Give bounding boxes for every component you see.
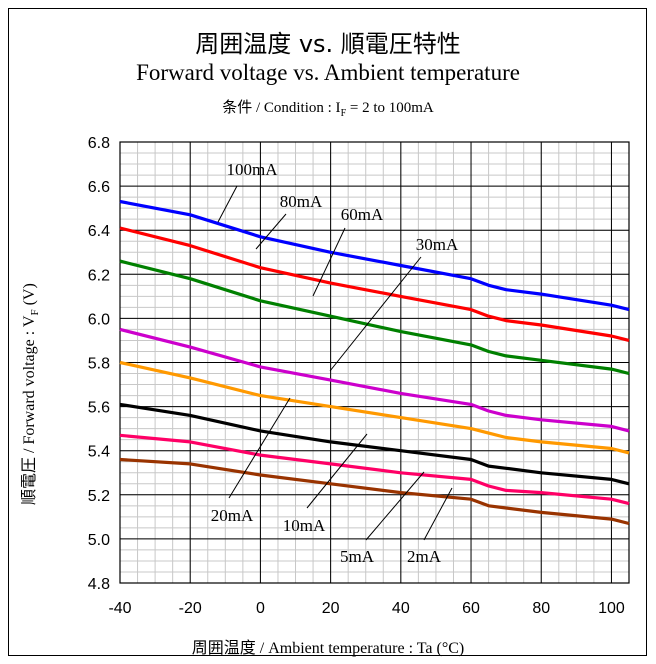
series-label-60mA: 60mA [341, 205, 384, 224]
leader-line-20mA [228, 397, 291, 499]
series-label-2mA: 2mA [407, 547, 442, 566]
condition-suffix: = 2 to 100mA [346, 100, 434, 116]
leader-line-100mA [217, 185, 238, 223]
x-tick-label: 100 [598, 600, 625, 617]
y-tick-label: 6.0 [88, 311, 110, 328]
series-line-80mA [119, 226, 630, 342]
y-tick-label: 5.6 [88, 400, 110, 417]
y-tick-label: 6.2 [88, 267, 110, 284]
x-tick-label: -20 [179, 600, 202, 617]
y-tick-label: 5.4 [88, 444, 110, 461]
condition-prefix: 条件 / Condition : I [222, 100, 341, 116]
y-tick-label: 6.4 [88, 223, 110, 240]
chart-frame [8, 8, 647, 656]
chart-condition: 条件 / Condition : IF = 2 to 100mA [0, 96, 656, 119]
series-line-20mA [119, 360, 630, 455]
series-label-5mA: 5mA [340, 547, 375, 566]
series-label-80mA: 80mA [280, 192, 323, 211]
leader-line-2mA [423, 487, 453, 541]
leader-line-5mA [365, 471, 425, 541]
x-axis-label: 周囲温度 / Ambient temperature : Ta (°C) [191, 640, 465, 657]
chart-subtitle: Forward voltage vs. Ambient temperature [136, 60, 520, 85]
leader-line-60mA [312, 227, 346, 297]
x-tick-label: 0 [256, 600, 265, 617]
y-tick-label: 6.6 [88, 179, 110, 196]
series-label-100mA: 100mA [227, 160, 279, 179]
y-tick-label: 4.8 [88, 576, 110, 593]
series-line-2mA [119, 457, 630, 526]
y-tick-label: 5.0 [88, 532, 110, 549]
series-line-10mA [119, 402, 630, 486]
series-label-20mA: 20mA [211, 506, 254, 525]
x-tick-label: 40 [392, 600, 410, 617]
leader-line-80mA [255, 213, 287, 250]
y-tick-label: 5.8 [88, 356, 110, 373]
x-tick-label: 80 [532, 600, 550, 617]
chart-title: 周囲温度 vs. 順電圧特性 [195, 30, 461, 58]
y-tick-label: 6.8 [88, 135, 110, 152]
x-tick-label: -40 [108, 600, 131, 617]
leader-line-30mA [329, 256, 422, 372]
x-tick-label: 60 [462, 600, 480, 617]
series-line-5mA [119, 433, 630, 506]
series-line-30mA [119, 327, 630, 433]
condition-subscript: F [340, 108, 347, 119]
series-label-30mA: 30mA [416, 235, 459, 254]
series-label-10mA: 10mA [283, 516, 326, 535]
series-line-100mA [119, 199, 630, 312]
x-tick-label: 20 [322, 600, 340, 617]
leader-line-10mA [306, 433, 368, 509]
y-tick-label: 5.2 [88, 488, 110, 505]
series-line-60mA [119, 259, 630, 376]
